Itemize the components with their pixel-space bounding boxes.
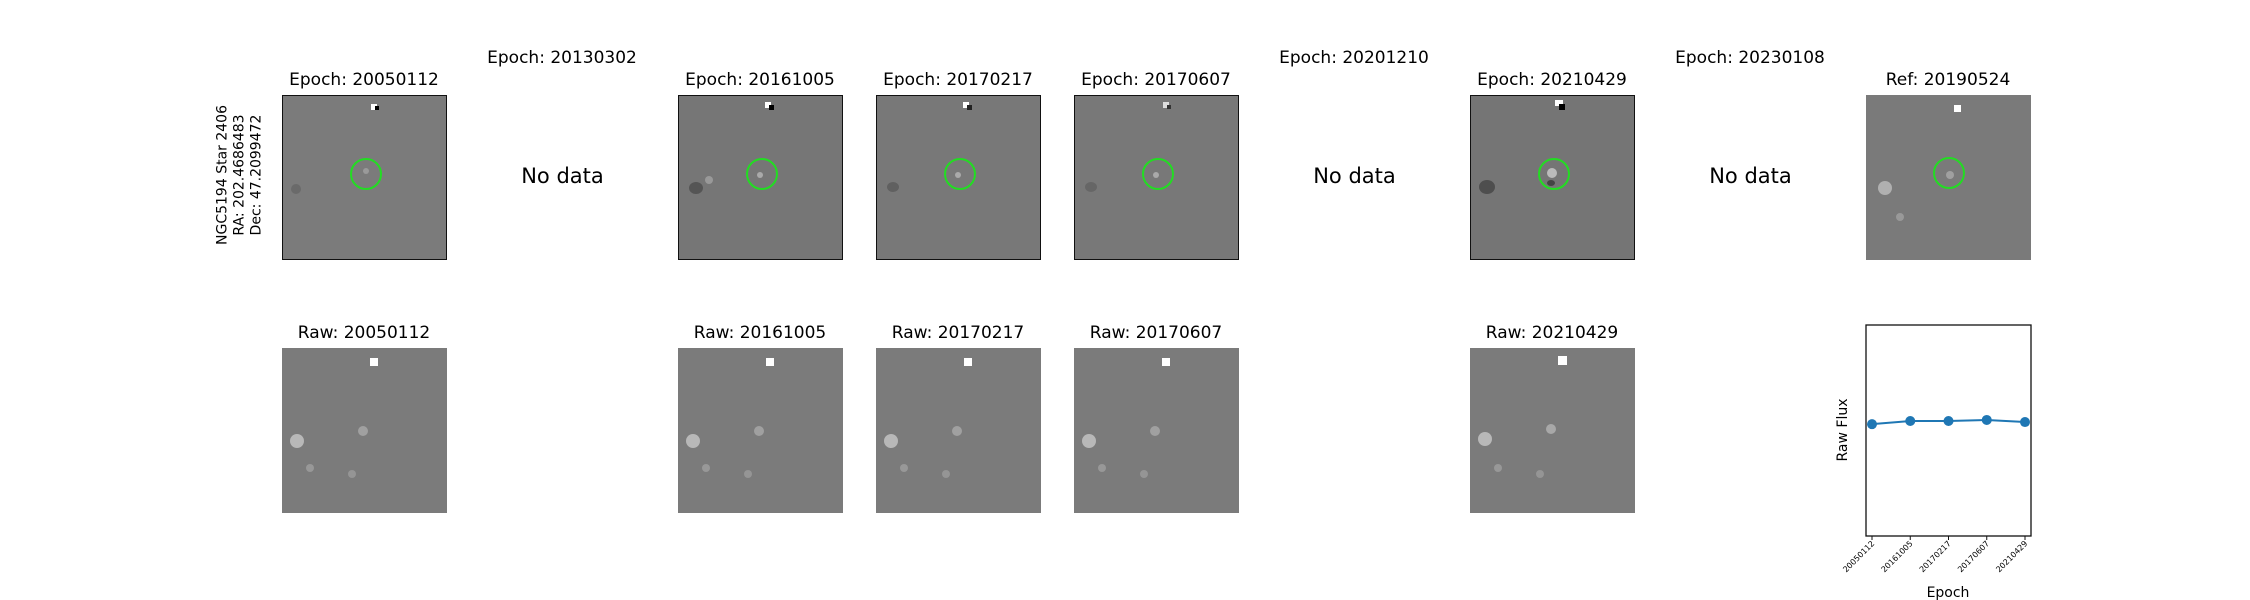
raw-image-20170217 — [876, 348, 1041, 513]
x-tick-label: 20170607 — [1956, 539, 1991, 574]
diff-image-20170607 — [1074, 95, 1239, 260]
x-tick-label: 20050112 — [1841, 539, 1876, 574]
flux-point-20210429 — [2020, 417, 2030, 428]
target-circle — [1933, 157, 1965, 189]
title-epoch-20201210: Epoch: 20201210 — [1279, 48, 1429, 68]
title-raw-20161005: Raw: 20161005 — [693, 323, 827, 343]
title-raw-20170607: Raw: 20170607 — [1089, 323, 1223, 343]
x-tick-label: 20210429 — [1994, 539, 2029, 574]
no-data-20130302: No data — [521, 164, 604, 188]
target-circle — [944, 158, 976, 190]
diff-image-20050112 — [282, 95, 447, 260]
flux-point-20161005 — [1905, 416, 1916, 427]
x-tick-label: 20170217 — [1918, 539, 1953, 574]
raw-image-20050112 — [282, 348, 447, 513]
raw-image-20161005 — [678, 348, 843, 513]
title-raw-20050112: Raw: 20050112 — [297, 323, 431, 343]
x-axis-label: Epoch — [1927, 585, 1970, 600]
target-circle — [350, 158, 382, 190]
title-ref-20190524: Ref: 20190524 — [1885, 70, 2011, 90]
diff-image-20210429 — [1470, 95, 1635, 260]
plot-frame — [1865, 324, 2032, 537]
star-ra: RA: 202.4686483 — [231, 114, 248, 236]
title-epoch-20050112: Epoch: 20050112 — [289, 70, 439, 90]
flux-point-20170217 — [1943, 416, 1954, 427]
title-epoch-20170607: Epoch: 20170607 — [1081, 70, 1231, 90]
star-name: NGC5194 Star 2406 — [214, 105, 231, 245]
flux-point-20050112 — [1867, 419, 1877, 430]
x-tick-label: 20161005 — [1880, 539, 1915, 574]
star-dec: Dec: 47.2099472 — [248, 114, 265, 236]
title-raw-20210429: Raw: 20210429 — [1485, 323, 1619, 343]
raw-image-20170607 — [1074, 348, 1239, 513]
ref-image-20190524 — [1866, 95, 2031, 260]
target-circle — [746, 158, 778, 190]
title-epoch-20230108: Epoch: 20230108 — [1675, 48, 1825, 68]
diff-image-20170217 — [876, 95, 1041, 260]
star-label: NGC5194 Star 2406 RA: 202.4686483 Dec: 4… — [215, 105, 266, 245]
title-epoch-20161005: Epoch: 20161005 — [685, 70, 835, 90]
flux-point-20170607 — [1981, 414, 1992, 425]
title-epoch-20130302: Epoch: 20130302 — [487, 48, 637, 68]
no-data-20230108: No data — [1709, 164, 1792, 188]
diff-image-20161005 — [678, 95, 843, 260]
target-circle — [1538, 158, 1570, 190]
no-data-20201210: No data — [1313, 164, 1396, 188]
raw-flux-chart: 20050112 20161005 20170217 20170607 20210429… — [1835, 324, 2032, 600]
title-raw-20170217: Raw: 20170217 — [891, 323, 1025, 343]
raw-image-20210429 — [1470, 348, 1635, 513]
title-epoch-20170217: Epoch: 20170217 — [883, 70, 1033, 90]
title-epoch-20210429: Epoch: 20210429 — [1477, 70, 1627, 90]
y-axis-label: Raw Flux — [1835, 399, 1851, 462]
target-circle — [1142, 158, 1174, 190]
